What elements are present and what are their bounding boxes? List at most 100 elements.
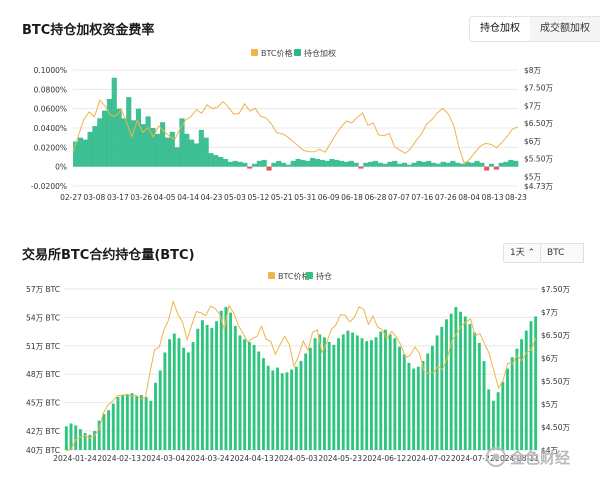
open-interest-bar — [229, 312, 233, 450]
open-interest-bar — [116, 396, 120, 450]
open-interest-bar — [163, 352, 167, 450]
x-tick: 03-17 — [107, 193, 129, 202]
x-tick: 03-08 — [84, 193, 106, 202]
open-interest-bar — [172, 333, 176, 450]
y-left-tick: 0.0200% — [34, 143, 67, 152]
open-interest-bar — [125, 394, 129, 450]
legend-label-price: BTC价格 — [261, 48, 293, 58]
funding-rate-positive-bar — [426, 160, 432, 167]
funding-rate-positive-bar — [450, 160, 456, 167]
tab-oi-weighted[interactable]: 持仓加权 — [470, 17, 530, 41]
funding-rate-positive-bar — [193, 143, 200, 167]
open-interest-bar — [271, 370, 275, 450]
open-interest-bar — [487, 389, 491, 450]
funding-rate-positive-bar — [508, 159, 514, 167]
open-interest-bar — [534, 316, 538, 450]
open-interest-bar — [327, 342, 331, 450]
open-interest-bar — [294, 366, 298, 450]
open-interest-bar — [388, 334, 392, 450]
funding-rate-positive-bar — [387, 161, 393, 167]
funding-rate-positive-bar — [256, 160, 262, 167]
y-right-tick: $6万 — [541, 354, 559, 363]
open-interest-bar — [491, 400, 495, 450]
y-right-tick: $5.50万 — [524, 155, 553, 164]
funding-rate-positive-bar — [392, 160, 398, 167]
tab-volume-weighted[interactable]: 成交额加权 — [530, 17, 600, 41]
open-interest-bar — [384, 329, 387, 450]
funding-rate-positive-bar — [397, 163, 403, 167]
funding-rate-positive-bar — [184, 133, 190, 167]
funding-rate-positive-bar — [111, 77, 117, 167]
open-interest-bar — [280, 373, 284, 450]
x-tick: 08-23 — [505, 193, 527, 202]
funding-rate-positive-bar — [503, 161, 509, 167]
funding-rate-positive-bar — [300, 159, 306, 167]
open-interest-bar — [111, 403, 115, 450]
legend-swatch-open-interest — [306, 272, 313, 279]
open-interest-bar — [107, 410, 111, 450]
open-interest-bar — [323, 337, 326, 450]
open-interest-bar — [454, 306, 458, 450]
open-interest-bar — [365, 341, 369, 450]
funding-rate-positive-bar — [455, 162, 461, 167]
x-tick: 2024-03-04 — [142, 454, 186, 463]
x-tick: 2024-06-12 — [363, 454, 407, 463]
funding-rate-negative-bar — [247, 166, 253, 169]
y-left-tick: 40万 BTC — [26, 446, 60, 455]
legend-swatch-price — [251, 49, 258, 56]
funding-rate-positive-bar — [445, 162, 451, 167]
open-interest-bar — [299, 360, 303, 450]
open-interest-bar — [421, 360, 425, 450]
x-tick: 2024-03-24 — [186, 454, 230, 463]
y-right-tick: $6.50万 — [541, 331, 570, 340]
funding-rate-positive-bar — [416, 160, 422, 167]
open-interest-bar — [520, 339, 524, 450]
funding-rate-positive-bar — [430, 162, 437, 167]
y-right-tick: $5万 — [524, 172, 542, 181]
open-interest-bar — [139, 395, 143, 450]
open-interest-bar — [402, 354, 406, 450]
open-interest-bar — [238, 335, 242, 450]
open-interest-bar — [524, 330, 528, 450]
open-interest-bar — [445, 319, 448, 450]
y-left-tick: 48万 BTC — [26, 370, 60, 379]
open-interest-bar — [313, 338, 317, 450]
funding-rate-positive-bar — [261, 159, 267, 167]
funding-rate-positive-bar — [324, 160, 330, 167]
funding-rate-positive-bar — [242, 162, 248, 167]
y-left-tick: 42万 BTC — [26, 427, 60, 436]
coin-select[interactable]: BTC — [540, 243, 584, 263]
funding-rate-positive-bar — [280, 162, 287, 167]
funding-rate-positive-bar — [92, 126, 98, 167]
funding-rate-positive-bar — [179, 118, 185, 167]
open-interest-bar — [337, 338, 340, 450]
y-right-tick: $4万 — [541, 446, 559, 455]
funding-rate-positive-bar — [343, 161, 350, 167]
x-tick: 2024-05-23 — [318, 454, 362, 463]
funding-rate-positive-bar — [227, 161, 233, 167]
open-interest-bar — [149, 400, 153, 450]
open-interest-bar — [374, 337, 378, 450]
open-interest-bar — [233, 325, 237, 450]
watermark-text: 金色财经 — [509, 449, 570, 467]
open-interest-bar — [440, 326, 444, 450]
open-interest-bar — [158, 370, 162, 450]
x-tick: 07-07 — [388, 193, 410, 202]
funding-rate-positive-bar — [314, 158, 320, 167]
open-interest-bar — [215, 321, 218, 450]
funding-rate-positive-bar — [82, 139, 88, 167]
open-interest-bar — [196, 328, 200, 450]
open-interest-bar — [473, 332, 477, 450]
funding-rate-positive-bar — [372, 160, 379, 167]
open-interest-bar — [318, 334, 322, 450]
funding-rate-positive-bar — [440, 161, 446, 167]
x-tick: 06-18 — [341, 193, 363, 202]
funding-rate-positive-bar — [290, 160, 296, 167]
open-interest-bar — [529, 321, 533, 450]
open-interest-bar — [252, 344, 256, 450]
open-interest-bar — [97, 420, 101, 450]
open-interest-bar — [393, 338, 397, 450]
open-interest-chart: BTC价格 持仓 57万 BTC 54万 BTC 51万 BTC 48万 BTC 45万 B… — [26, 271, 570, 467]
x-tick: 07-16 — [411, 193, 433, 202]
open-interest-bar — [351, 332, 355, 450]
